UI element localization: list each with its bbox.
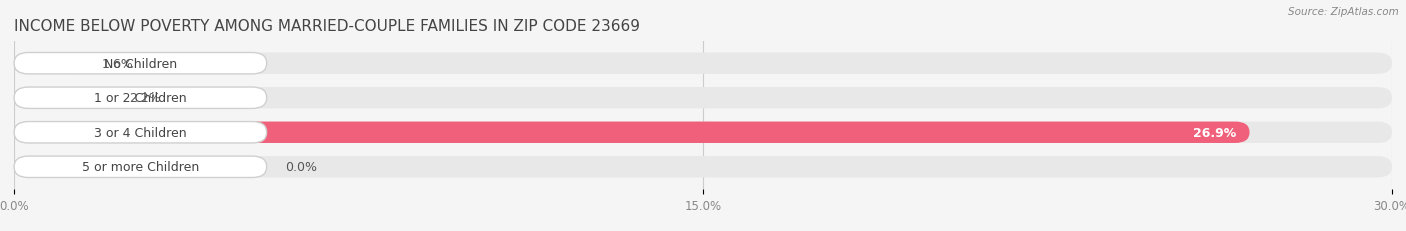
FancyBboxPatch shape — [14, 156, 1392, 178]
FancyBboxPatch shape — [14, 88, 1392, 109]
FancyBboxPatch shape — [14, 53, 87, 75]
Text: 1.6%: 1.6% — [101, 58, 134, 70]
FancyBboxPatch shape — [14, 156, 267, 178]
Text: 2.2%: 2.2% — [129, 92, 160, 105]
Text: 0.0%: 0.0% — [285, 161, 316, 173]
Text: 3 or 4 Children: 3 or 4 Children — [94, 126, 187, 139]
FancyBboxPatch shape — [14, 53, 1392, 75]
Text: No Children: No Children — [104, 58, 177, 70]
FancyBboxPatch shape — [14, 53, 267, 75]
Text: Source: ZipAtlas.com: Source: ZipAtlas.com — [1288, 7, 1399, 17]
Text: 1 or 2 Children: 1 or 2 Children — [94, 92, 187, 105]
Text: 26.9%: 26.9% — [1192, 126, 1236, 139]
FancyBboxPatch shape — [14, 122, 1250, 143]
FancyBboxPatch shape — [14, 122, 267, 143]
FancyBboxPatch shape — [14, 88, 115, 109]
Text: 5 or more Children: 5 or more Children — [82, 161, 200, 173]
Text: INCOME BELOW POVERTY AMONG MARRIED-COUPLE FAMILIES IN ZIP CODE 23669: INCOME BELOW POVERTY AMONG MARRIED-COUPL… — [14, 18, 640, 33]
FancyBboxPatch shape — [14, 88, 267, 109]
FancyBboxPatch shape — [14, 122, 1392, 143]
